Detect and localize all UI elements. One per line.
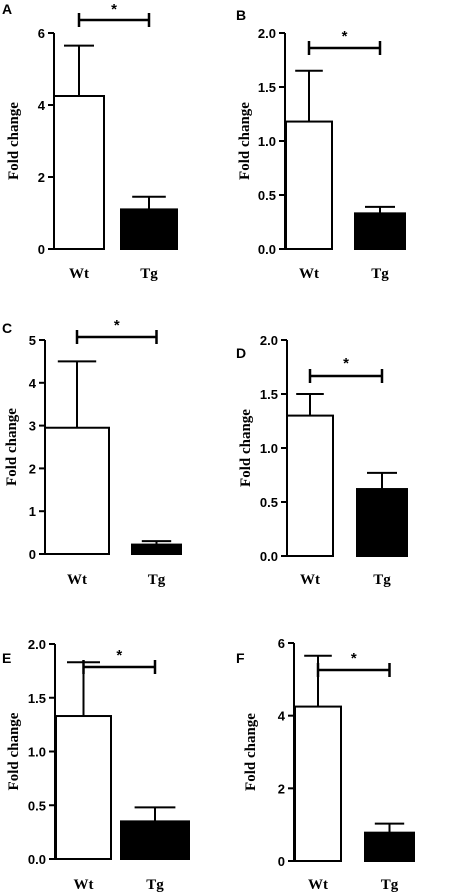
chart-4-y-tick-label-3: 1.5 [28, 691, 46, 706]
chart-5-y-tick-label-2: 4 [278, 709, 286, 724]
chart-1-y-tick-label-2: 1.0 [258, 134, 276, 149]
chart-5-y-tick-label-3: 6 [278, 636, 285, 651]
chart-3-y-tick-label-1: 0.5 [260, 495, 278, 510]
chart-2-bar-tg [131, 543, 182, 555]
chart-0-significance-star: * [111, 1, 117, 18]
chart-5-y-tick-label-1: 2 [278, 781, 285, 796]
chart-4-bar-tg [120, 820, 190, 860]
chart-3-y-axis-label: Fold change [238, 409, 254, 487]
chart-0-bar-wt [53, 95, 105, 250]
chart-5-y-tick-label-0: 0 [278, 854, 285, 869]
chart-0-x-label-tg: Tg [140, 266, 158, 282]
chart-4-y-axis-label: Fold change [6, 712, 22, 790]
chart-2-y-tick-label-1: 1 [29, 504, 36, 519]
chart-4-y-tick-label-4: 2.0 [28, 637, 46, 652]
chart-1-y-tick-label-1: 0.5 [258, 188, 276, 203]
chart-5-x-label-wt: Wt [308, 877, 328, 893]
chart-2-x-label-tg: Tg [148, 572, 166, 588]
chart-2-y-tick-label-0: 0 [29, 547, 36, 562]
chart-1-y-axis-label: Fold change [237, 102, 253, 180]
chart-0-y-tick-label-0: 0 [38, 242, 45, 257]
chart-2-y-tick-label-5: 5 [29, 333, 36, 348]
chart-0-panel-letter: A [2, 1, 12, 17]
chart-3-panel-letter: D [236, 345, 246, 361]
chart-4-x-label-tg: Tg [146, 877, 164, 893]
chart-1-bar-tg [354, 212, 406, 250]
chart-4-y-tick-label-1: 0.5 [28, 798, 46, 813]
chart-0-bar-tg [120, 208, 178, 250]
chart-0-y-tick-label-1: 2 [38, 170, 45, 185]
chart-5-y-axis-label: Fold change [243, 713, 259, 791]
chart-1-y-tick-label-3: 1.5 [258, 80, 276, 95]
chart-1-x-label-wt: Wt [299, 266, 319, 282]
chart-0-y-tick-label-2: 4 [38, 98, 46, 113]
chart-3-y-tick-label-2: 1.0 [260, 441, 278, 456]
chart-2-x-label-wt: Wt [67, 572, 87, 588]
chart-4-x-label-wt: Wt [74, 877, 94, 893]
chart-5-bar-wt [294, 705, 342, 862]
chart-1-y-tick-label-4: 2.0 [258, 26, 276, 41]
chart-4-y-tick-label-2: 1.0 [28, 745, 46, 760]
chart-2-y-axis-label: Fold change [4, 408, 20, 486]
chart-3-significance-star: * [343, 355, 349, 372]
chart-2-y-tick-label-3: 3 [29, 419, 36, 434]
chart-5-x-label-tg: Tg [381, 877, 399, 893]
chart-2-significance-star: * [114, 317, 120, 334]
chart-1-x-label-tg: Tg [371, 266, 389, 282]
chart-0-y-tick-label-3: 6 [38, 26, 45, 41]
chart-3-x-label-wt: Wt [300, 572, 320, 588]
chart-4-y-tick-label-0: 0.0 [28, 852, 46, 867]
chart-0-y-axis-label: Fold change [6, 102, 22, 180]
chart-5-bar-tg [364, 831, 415, 862]
chart-5-significance-star: * [351, 650, 357, 667]
chart-1-panel-letter: B [236, 7, 246, 23]
chart-2-panel-letter: C [2, 320, 12, 336]
chart-4-significance-star: * [116, 647, 122, 664]
chart-3-x-label-tg: Tg [373, 572, 391, 588]
chart-5-panel-letter: F [236, 650, 245, 666]
chart-1-significance-star: * [342, 28, 348, 45]
chart-2-y-tick-label-4: 4 [29, 376, 37, 391]
chart-2-y-tick-label-2: 2 [29, 461, 36, 476]
chart-3-bar-tg [356, 488, 408, 558]
chart-3-y-tick-label-0: 0.0 [260, 549, 278, 564]
chart-4-panel-letter: E [2, 650, 11, 666]
chart-3-y-tick-label-3: 1.5 [260, 387, 278, 402]
chart-2-bar-wt [44, 426, 110, 555]
chart-3-bar-wt [286, 414, 334, 557]
chart-0-x-label-wt: Wt [69, 266, 89, 282]
chart-1-bar-wt [285, 120, 333, 250]
chart-3-y-tick-label-4: 2.0 [260, 333, 278, 348]
chart-1-y-tick-label-0: 0.0 [258, 242, 276, 257]
chart-4-bar-wt [55, 715, 112, 861]
